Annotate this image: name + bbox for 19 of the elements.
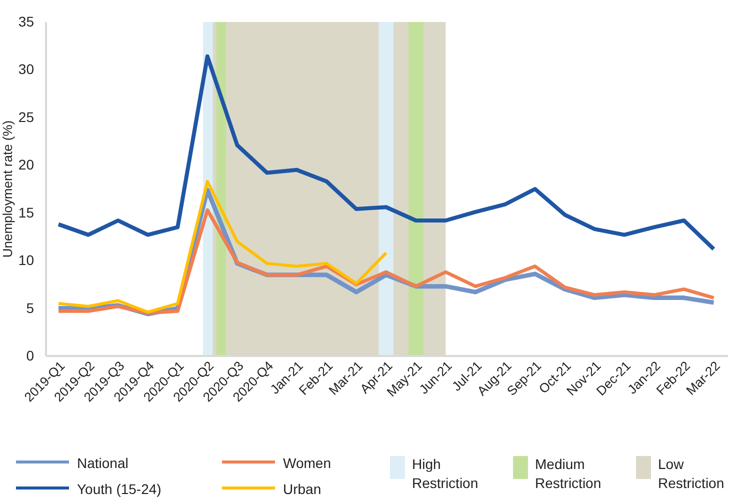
line-series (57, 180, 388, 314)
line-series (56, 54, 716, 252)
y-axis-title: Unemployment rate (%) (0, 120, 15, 258)
y-tick-label: 20 (18, 156, 34, 173)
y-tick-label: 5 (26, 300, 34, 316)
y-tick-label: 15 (18, 204, 34, 220)
legend-label: High Restriction (412, 456, 478, 491)
y-tick-label: 30 (18, 61, 34, 78)
y-tick-label: 35 (18, 13, 34, 30)
y-tick-label: 25 (18, 108, 34, 125)
legend-label: Urban (283, 481, 322, 497)
legend-label: National (77, 455, 128, 471)
legend-label: Youth (15-24) (77, 481, 162, 497)
y-tick-label: 0 (26, 347, 34, 364)
legend-label: Women (283, 455, 331, 471)
legend-label: Low Restriction (658, 456, 724, 491)
y-tick-label: 10 (18, 252, 34, 268)
legend-label: Medium Restriction (535, 456, 602, 491)
line-series (56, 208, 716, 315)
